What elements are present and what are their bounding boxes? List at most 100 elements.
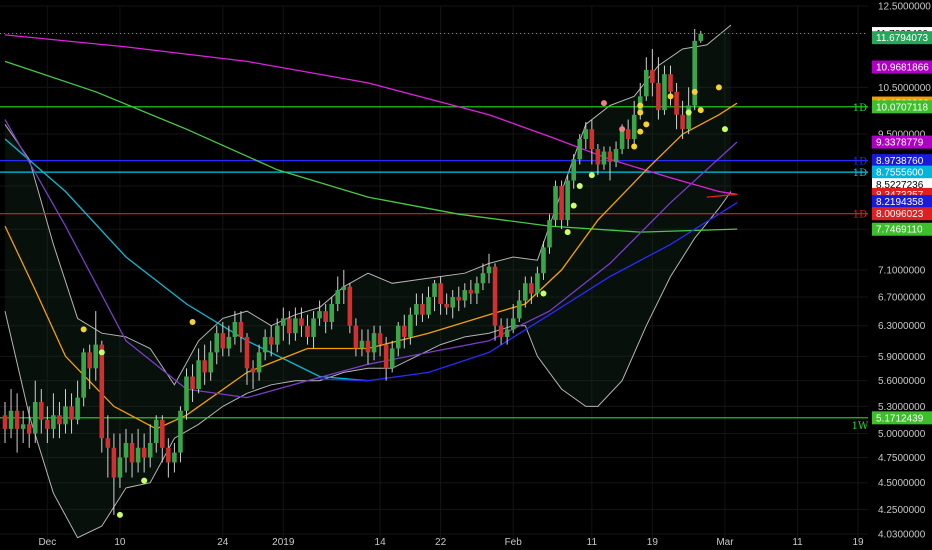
signal-dot [619,126,626,133]
time-tick-label: 11 [587,537,598,548]
price-tick-label: 4.7500000 [878,453,926,464]
candle-body [571,159,576,181]
signal-dot [715,84,722,91]
moving-average-line [4,119,738,399]
candle-body [14,410,20,429]
candle-body [299,318,304,326]
price-tag-label: 8.2194358 [876,197,924,208]
candle-body [486,266,492,274]
time-tick-label: 10 [114,537,126,548]
price-tag-label: 8.7555600 [876,168,924,179]
candle-body [293,318,298,334]
candle-body [99,344,105,439]
candle-body [565,180,570,221]
candle-body [535,273,540,294]
price-axis[interactable]: 12.500000010.50000009.50000008.50000007.… [878,2,931,541]
signal-dots [80,84,728,518]
candle-body [45,419,50,429]
band-upper [4,24,732,386]
candle-body [323,311,328,323]
level-timeframe-label: 1D [853,168,867,179]
candle-body [153,419,159,443]
price-tag [872,411,932,425]
moving-average-line [706,193,738,198]
price-tick-label: 4.5000000 [878,478,926,489]
signal-dot [116,511,123,518]
candle-body [529,283,534,294]
price-tag-label: 9.3378779 [876,138,924,149]
price-tag [872,100,932,114]
candle-body [420,303,425,315]
price-tag-label: 7.7469110 [876,225,923,236]
candle-body [365,340,371,353]
moving-average-line [4,34,738,195]
price-tag [872,31,932,45]
price-tag [872,195,932,209]
moving-average-line [4,138,369,382]
candle-body [510,318,516,330]
candle-body [589,129,595,150]
price-tag-label: 5.1712439 [876,413,924,424]
candle-body [359,340,365,349]
price-tick-label: 12.5000000 [878,2,931,13]
candle-body [541,247,546,274]
price-tag [872,135,932,149]
candle-body [214,333,220,353]
candle-body [613,149,619,162]
candle-body [456,296,462,301]
price-tag-label: 10.0707118 [876,102,929,113]
candle-body [656,82,661,111]
signal-dot [564,229,571,236]
candle-body [377,333,383,345]
candle-body [389,348,395,369]
candle-body [226,336,232,349]
signal-dot [667,93,674,100]
price-tick-label: 5.0000000 [878,429,926,440]
price-tag [872,207,932,221]
signal-dot [691,88,698,95]
candle-body [462,290,468,301]
candle-body [559,185,564,221]
candle-body [347,286,353,326]
signal-dot [540,290,547,297]
candle-body [32,401,38,434]
candle-body [504,329,510,337]
price-tick-label: 6.3000000 [878,321,926,332]
signal-dot [637,102,644,109]
candle-body [166,447,171,463]
time-tick-label: 14 [375,537,387,548]
signal-dot [721,126,728,133]
price-tick-label: 10.5000000 [878,83,931,94]
price-tag [872,60,932,74]
candle-body [63,406,68,425]
signal-dot [80,326,87,333]
price-tick-label: 5.3000000 [878,402,926,413]
candle-body [335,290,341,304]
candle-body [160,419,165,448]
candle-body [662,74,667,111]
candle-body [668,74,673,92]
candle-body [93,344,99,369]
candle-body [123,442,129,458]
candle-body [523,283,528,301]
candle-body [141,447,147,458]
price-tag [872,165,932,179]
time-tick-label: 22 [435,537,447,548]
candle-body [2,415,8,429]
signal-dot [588,172,595,179]
time-axis[interactable]: Dec 10 24 2019 14 22 Feb 11 19 Mar 11 19 [38,537,864,548]
candlesticks [2,28,704,515]
price-tick-label: 7.1000000 [878,265,926,276]
candle-body [492,266,498,326]
candle-body [105,438,111,448]
candle-body [698,33,704,41]
candle-body [553,185,558,221]
candle-body [8,410,14,429]
candle-body [686,105,691,130]
level-timeframe-label: 1W [852,421,869,432]
candle-body [117,457,123,478]
candle-body [583,129,589,139]
